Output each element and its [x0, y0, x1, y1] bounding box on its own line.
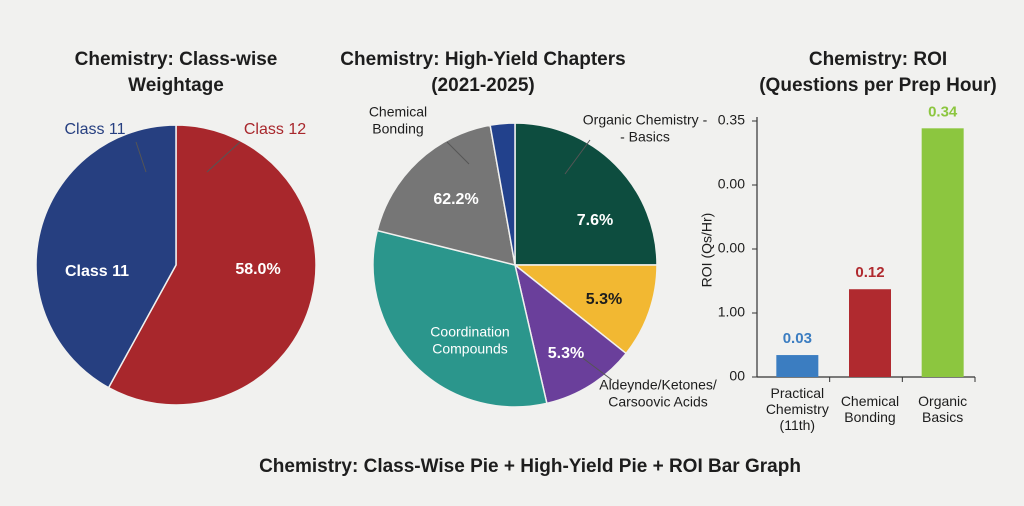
leader-line	[135, 141, 147, 173]
slice-label: 5.3%	[548, 345, 584, 362]
y-tick-label: 0.00	[718, 176, 745, 192]
pie-slice	[489, 122, 516, 266]
pie-slice	[514, 122, 658, 266]
slice-label: 62.2%	[433, 191, 478, 208]
pie-slice	[376, 124, 516, 267]
chart-title: Chemistry: Class-wise Weightage	[75, 49, 278, 96]
slice-name: Coordination Compounds	[430, 323, 509, 356]
pie-slice	[372, 229, 548, 408]
slice-label: 7.6%	[577, 212, 613, 229]
bar	[776, 355, 819, 377]
leader-line	[579, 355, 613, 381]
chart-title: Chemistry: High-Yield Chapters (2021-2025…	[340, 49, 625, 96]
chart-title: Chemistry: ROI (Questions per Prep Hour)	[759, 49, 997, 96]
x-tick-label: Organic Basics	[918, 393, 967, 425]
category-label: Aldeynde/Ketones/Carsoovic Acids	[599, 376, 717, 409]
value-label: 0.03	[783, 330, 812, 347]
value-label: 0.12	[855, 264, 884, 281]
y-tick-label: 1.00	[718, 304, 745, 320]
leader-line	[564, 139, 591, 175]
y-axis-label: ROI (Qs/Hr)	[699, 213, 715, 288]
leader-line	[206, 141, 241, 173]
bar	[921, 128, 964, 377]
bar	[849, 289, 891, 377]
slice-label: Class 11	[65, 263, 129, 280]
category-label: Class 11	[64, 121, 125, 138]
pie-slice	[513, 263, 628, 405]
caption: Chemistry: Class-Wise Pie + High-Yield P…	[259, 456, 801, 477]
category-label: Chemical Bonding	[369, 103, 427, 136]
slice-label: 58.0%	[235, 261, 280, 278]
leader-line	[446, 141, 470, 165]
slice-label: 5.3%	[586, 291, 622, 308]
y-tick-label: 0.00	[718, 240, 745, 256]
value-label: 0.34	[928, 103, 958, 120]
pie-slice	[35, 124, 177, 389]
category-label: Organic Chemistry -- Basics	[583, 111, 708, 144]
y-tick-label: 0.35	[718, 112, 745, 128]
pie-slice	[512, 264, 658, 355]
x-tick-label: Practical Chemistry (11th)	[766, 385, 829, 433]
x-tick-label: Chemical Bonding	[841, 393, 899, 425]
pie-slice	[107, 124, 317, 406]
y-tick-label: 00	[729, 368, 745, 384]
category-label: Class 12	[244, 121, 306, 138]
